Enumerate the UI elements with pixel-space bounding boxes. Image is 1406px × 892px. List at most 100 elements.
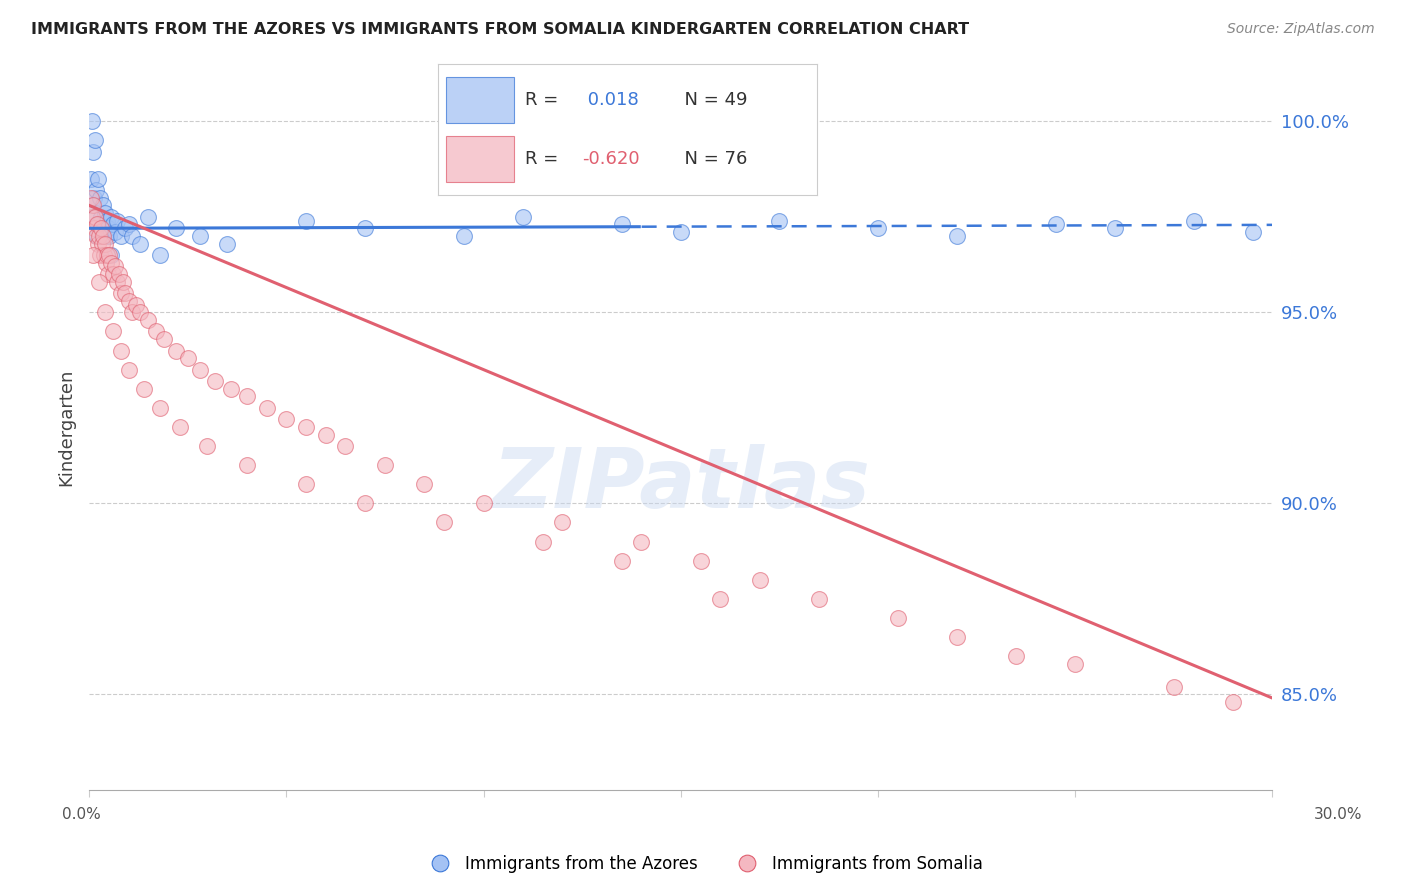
Point: [217, 236, 239, 251]
Point: [91, 198, 114, 212]
Point: [86, 229, 108, 244]
Point: [512, 210, 534, 224]
Point: [110, 343, 132, 358]
Point: [94, 236, 117, 251]
Point: [80, 191, 103, 205]
Point: [354, 496, 377, 510]
Point: [276, 412, 298, 426]
Point: [134, 382, 156, 396]
Point: [110, 286, 132, 301]
Point: [125, 298, 148, 312]
Point: [91, 229, 114, 244]
Point: [748, 573, 770, 587]
Point: [117, 362, 139, 376]
Point: [83, 133, 105, 147]
Point: [149, 401, 172, 415]
Point: [136, 210, 159, 224]
Point: [256, 401, 278, 415]
Y-axis label: Kindergarten: Kindergarten: [58, 368, 75, 485]
Point: [165, 221, 187, 235]
Point: [110, 229, 132, 244]
Point: [84, 229, 107, 244]
Point: [100, 255, 122, 269]
Text: ZIPatlas: ZIPatlas: [492, 444, 870, 525]
Point: [84, 210, 107, 224]
Point: [87, 236, 110, 251]
Point: [83, 191, 105, 205]
Legend: Immigrants from the Azores, Immigrants from Somalia: Immigrants from the Azores, Immigrants f…: [416, 848, 990, 880]
Point: [84, 183, 107, 197]
Point: [87, 218, 110, 232]
Point: [551, 516, 574, 530]
Point: [1222, 695, 1244, 709]
Point: [97, 229, 120, 244]
Point: [149, 248, 172, 262]
Point: [335, 439, 357, 453]
Point: [94, 229, 117, 244]
Point: [82, 198, 104, 212]
Text: IMMIGRANTS FROM THE AZORES VS IMMIGRANTS FROM SOMALIA KINDERGARTEN CORRELATION C: IMMIGRANTS FROM THE AZORES VS IMMIGRANTS…: [31, 22, 969, 37]
Point: [169, 420, 191, 434]
Point: [121, 305, 143, 319]
Point: [145, 325, 167, 339]
Point: [101, 267, 124, 281]
Point: [121, 229, 143, 244]
Point: [90, 229, 112, 244]
Point: [97, 248, 120, 262]
Point: [89, 248, 111, 262]
Text: 0.0%: 0.0%: [62, 807, 101, 822]
Point: [100, 248, 122, 262]
Point: [114, 286, 136, 301]
Point: [1104, 221, 1126, 235]
Point: [87, 229, 110, 244]
Point: [94, 206, 117, 220]
Point: [768, 213, 790, 227]
Point: [82, 210, 104, 224]
Point: [117, 293, 139, 308]
Point: [96, 213, 118, 227]
Point: [669, 225, 692, 239]
Point: [1182, 213, 1205, 227]
Point: [1163, 680, 1185, 694]
Point: [1005, 649, 1028, 664]
Point: [204, 374, 226, 388]
Point: [94, 255, 117, 269]
Point: [219, 382, 242, 396]
Point: [93, 248, 115, 262]
Point: [188, 229, 211, 244]
Point: [80, 171, 103, 186]
Point: [807, 591, 830, 606]
Point: [165, 343, 187, 358]
Point: [90, 210, 112, 224]
Point: [887, 611, 910, 625]
Point: [93, 221, 115, 235]
Point: [82, 145, 104, 159]
Point: [111, 275, 134, 289]
Point: [295, 420, 318, 434]
Point: [453, 229, 475, 244]
Point: [295, 477, 318, 491]
Point: [630, 534, 652, 549]
Point: [472, 496, 495, 510]
Point: [82, 248, 104, 262]
Point: [104, 260, 127, 274]
Point: [946, 229, 969, 244]
Point: [1045, 218, 1067, 232]
Point: [176, 351, 198, 366]
Point: [84, 210, 107, 224]
Point: [129, 305, 152, 319]
Point: [531, 534, 554, 549]
Point: [129, 236, 152, 251]
Point: [94, 305, 117, 319]
Point: [1241, 225, 1264, 239]
Point: [80, 114, 103, 128]
Point: [153, 332, 176, 346]
Point: [689, 553, 711, 567]
Point: [188, 362, 211, 376]
Point: [89, 191, 111, 205]
Point: [101, 218, 124, 232]
Point: [709, 591, 731, 606]
Point: [197, 439, 219, 453]
Point: [83, 221, 105, 235]
Point: [105, 213, 128, 227]
